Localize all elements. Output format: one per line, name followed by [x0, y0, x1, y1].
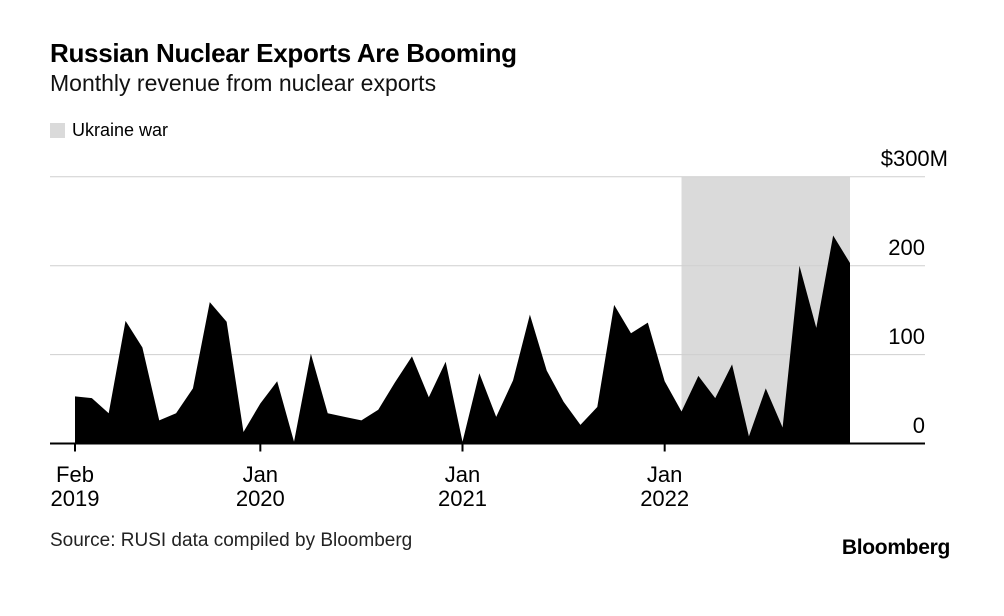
x-axis-tick [663, 444, 666, 452]
y-axis-tick-label: $300M [880, 145, 948, 171]
chart-subtitle: Monthly revenue from nuclear exports [50, 70, 437, 96]
x-axis-tick-label: Feb 2019 [50, 462, 100, 511]
legend-label: Ukraine war [72, 120, 169, 140]
y-axis-tick-label: 0 [912, 412, 925, 438]
x-axis-tick [461, 444, 464, 452]
legend: Ukraine war [50, 120, 169, 140]
chart-title: Russian Nuclear Exports Are Booming [50, 38, 517, 68]
x-axis-tick-label: Jan 2021 [438, 462, 487, 511]
x-axis-tick [74, 444, 76, 452]
x-axis-tick-label: Jan 2022 [640, 462, 690, 511]
y-axis-tick-label: 100 [888, 323, 925, 349]
legend-swatch-icon [50, 122, 65, 138]
x-axis-tick-label: Jan 2020 [235, 462, 285, 511]
source-attribution: Source: RUSI data compiled by Bloomberg [50, 530, 413, 551]
revenue-area-series [75, 235, 850, 444]
x-axis-tick [259, 444, 262, 452]
y-axis-tick-label: 200 [888, 234, 925, 260]
bloomberg-logo: Bloomberg [841, 536, 950, 559]
